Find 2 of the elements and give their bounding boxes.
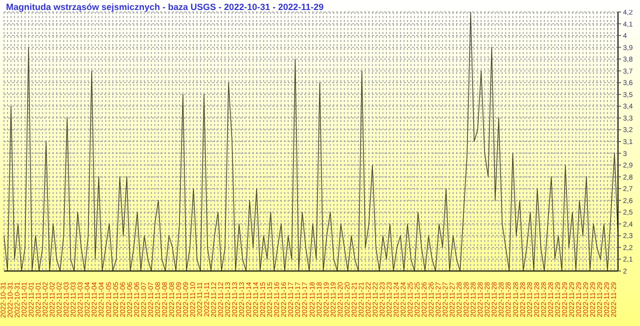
chart-title: Magnituda wstrząsów sejsmicznych - baza USGS - 2022-10-31 - 2022-11-29 — [6, 2, 324, 12]
line-series — [4, 12, 618, 271]
